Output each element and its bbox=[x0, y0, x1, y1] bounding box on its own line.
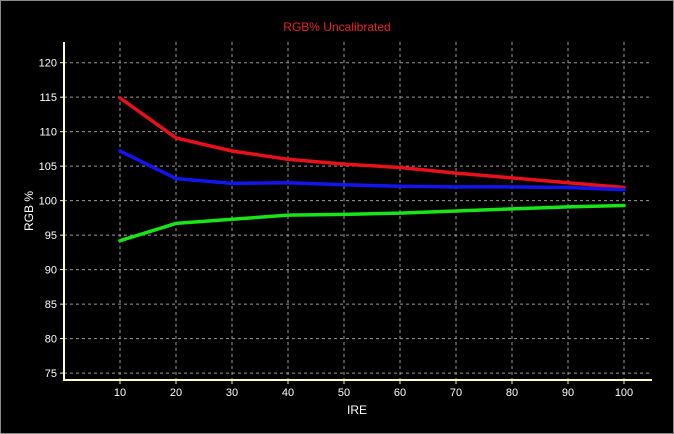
x-tick-label: 20 bbox=[170, 387, 182, 399]
x-tick-label: 70 bbox=[450, 387, 462, 399]
x-tick-label: 40 bbox=[282, 387, 294, 399]
chart-title: RGB% Uncalibrated bbox=[283, 20, 390, 34]
y-tick-label: 75 bbox=[45, 368, 57, 380]
y-tick-label: 105 bbox=[39, 161, 57, 173]
series-lines bbox=[118, 96, 626, 243]
x-tick-label: 80 bbox=[506, 387, 518, 399]
x-tick-label: 60 bbox=[394, 387, 406, 399]
blue-series-line bbox=[118, 149, 626, 192]
green-series-line bbox=[118, 203, 626, 243]
y-tick-label: 85 bbox=[45, 299, 57, 311]
x-tick-label: 10 bbox=[114, 387, 126, 399]
red-series-line bbox=[118, 96, 626, 190]
y-tick-label: 120 bbox=[39, 58, 57, 70]
y-tick-label: 115 bbox=[39, 92, 57, 104]
grid-lines bbox=[64, 42, 652, 380]
y-tick-labels: 75 80 85 90 95 100 105 110 115 120 bbox=[39, 58, 57, 380]
y-axis-label: RGB % bbox=[22, 191, 36, 231]
y-tick-label: 80 bbox=[45, 334, 57, 346]
x-tick-label: 50 bbox=[338, 387, 350, 399]
x-axis-label: IRE bbox=[347, 403, 367, 417]
y-tick-label: 95 bbox=[45, 230, 57, 242]
x-tick-label: 100 bbox=[615, 387, 633, 399]
y-tick-label: 100 bbox=[39, 196, 57, 208]
axes bbox=[60, 42, 652, 384]
y-tick-label: 90 bbox=[45, 265, 57, 277]
y-tick-label: 110 bbox=[39, 127, 57, 139]
x-tick-labels: 10 20 30 40 50 60 70 80 90 100 bbox=[114, 387, 633, 399]
x-tick-label: 90 bbox=[562, 387, 574, 399]
x-tick-label: 30 bbox=[226, 387, 238, 399]
